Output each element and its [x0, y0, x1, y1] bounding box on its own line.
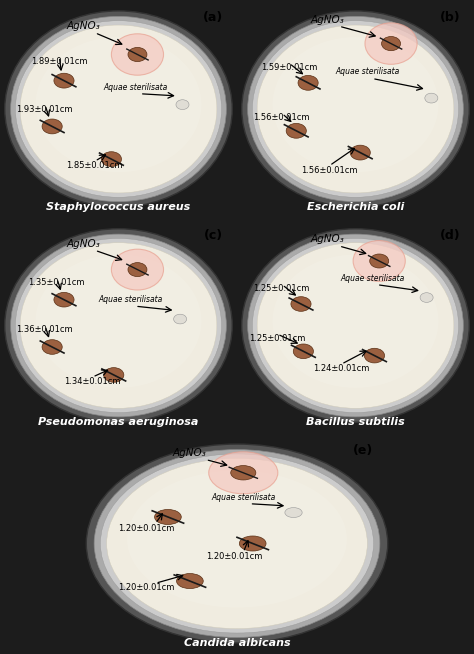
Text: Aquae sterilisata: Aquae sterilisata: [340, 274, 404, 283]
Text: 1.24±0.01cm: 1.24±0.01cm: [313, 364, 369, 373]
Ellipse shape: [370, 254, 389, 268]
Ellipse shape: [247, 16, 464, 201]
Text: Aquae sterilisata: Aquae sterilisata: [335, 67, 400, 77]
Text: 1.59±0.01cm: 1.59±0.01cm: [261, 63, 317, 72]
Text: 1.34±0.01cm: 1.34±0.01cm: [64, 377, 120, 386]
Ellipse shape: [239, 536, 266, 551]
Ellipse shape: [257, 25, 454, 193]
Ellipse shape: [176, 574, 203, 589]
Text: 1.20±0.01cm: 1.20±0.01cm: [206, 552, 262, 561]
Text: AgNO₃: AgNO₃: [310, 235, 344, 245]
Text: Aquae sterilisata: Aquae sterilisata: [211, 492, 275, 502]
Ellipse shape: [20, 243, 217, 408]
Ellipse shape: [5, 229, 232, 422]
Text: 1.25±0.01cm: 1.25±0.01cm: [254, 284, 310, 294]
Ellipse shape: [291, 297, 311, 311]
Text: Candida albicans: Candida albicans: [184, 638, 290, 648]
Ellipse shape: [298, 75, 318, 90]
Ellipse shape: [42, 339, 62, 354]
Ellipse shape: [242, 11, 469, 207]
Text: 1.56±0.01cm: 1.56±0.01cm: [254, 113, 310, 122]
Text: 1.20±0.01cm: 1.20±0.01cm: [118, 583, 174, 593]
Text: (d): (d): [440, 229, 461, 242]
Ellipse shape: [293, 344, 313, 358]
Ellipse shape: [252, 21, 459, 198]
Ellipse shape: [42, 119, 62, 134]
Ellipse shape: [20, 25, 217, 193]
Ellipse shape: [365, 23, 417, 64]
Text: Pseudomonas aeruginosa: Pseudomonas aeruginosa: [38, 417, 199, 427]
Ellipse shape: [111, 34, 164, 75]
Ellipse shape: [36, 254, 201, 388]
Text: 1.20±0.01cm: 1.20±0.01cm: [118, 524, 174, 532]
Ellipse shape: [36, 37, 201, 172]
Text: 1.89±0.01cm: 1.89±0.01cm: [31, 56, 87, 65]
Ellipse shape: [382, 37, 401, 50]
Ellipse shape: [365, 349, 384, 363]
Ellipse shape: [350, 145, 370, 160]
Ellipse shape: [5, 11, 232, 207]
Ellipse shape: [242, 229, 469, 422]
Ellipse shape: [54, 292, 74, 307]
Ellipse shape: [273, 37, 438, 172]
Text: Aquae sterilisata: Aquae sterilisata: [103, 82, 167, 92]
Text: (a): (a): [203, 11, 223, 24]
Ellipse shape: [176, 99, 189, 109]
Text: AgNO₃: AgNO₃: [66, 21, 100, 31]
Text: (c): (c): [204, 229, 223, 242]
Ellipse shape: [286, 124, 306, 138]
Text: 1.56±0.01cm: 1.56±0.01cm: [301, 165, 357, 175]
Ellipse shape: [173, 314, 187, 324]
Ellipse shape: [128, 47, 147, 61]
Ellipse shape: [10, 16, 227, 201]
Text: (e): (e): [353, 444, 373, 457]
Text: 1.35±0.01cm: 1.35±0.01cm: [28, 278, 85, 287]
Ellipse shape: [252, 239, 459, 413]
Ellipse shape: [247, 234, 464, 417]
Ellipse shape: [128, 263, 147, 277]
Ellipse shape: [94, 449, 380, 638]
Text: Staphylococcus aureus: Staphylococcus aureus: [46, 202, 191, 212]
Ellipse shape: [209, 452, 278, 494]
Text: 1.85±0.01cm: 1.85±0.01cm: [66, 161, 123, 170]
Text: 1.36±0.01cm: 1.36±0.01cm: [17, 325, 73, 334]
Ellipse shape: [353, 241, 405, 281]
Text: AgNO₃: AgNO₃: [173, 448, 207, 458]
Ellipse shape: [15, 21, 221, 198]
Ellipse shape: [54, 73, 74, 88]
Ellipse shape: [10, 234, 227, 417]
Text: Bacillus subtilis: Bacillus subtilis: [306, 417, 405, 427]
Ellipse shape: [155, 509, 181, 525]
Ellipse shape: [15, 239, 221, 413]
Text: 1.25±0.01cm: 1.25±0.01cm: [249, 334, 305, 343]
Text: Aquae sterilisata: Aquae sterilisata: [98, 295, 163, 304]
Text: 1.93±0.01cm: 1.93±0.01cm: [17, 105, 73, 114]
Text: (b): (b): [440, 11, 461, 24]
Ellipse shape: [127, 471, 347, 608]
Text: AgNO₃: AgNO₃: [310, 14, 344, 25]
Ellipse shape: [107, 458, 367, 628]
Ellipse shape: [231, 466, 256, 480]
Text: AgNO₃: AgNO₃: [66, 239, 100, 249]
Ellipse shape: [285, 508, 302, 517]
Ellipse shape: [257, 243, 454, 408]
Ellipse shape: [425, 93, 438, 103]
Ellipse shape: [273, 254, 438, 388]
Ellipse shape: [101, 152, 121, 167]
Text: Escherichia coli: Escherichia coli: [307, 202, 404, 212]
Ellipse shape: [420, 293, 433, 302]
Ellipse shape: [111, 249, 164, 290]
Ellipse shape: [100, 454, 374, 633]
Ellipse shape: [104, 368, 124, 382]
Ellipse shape: [86, 444, 388, 643]
